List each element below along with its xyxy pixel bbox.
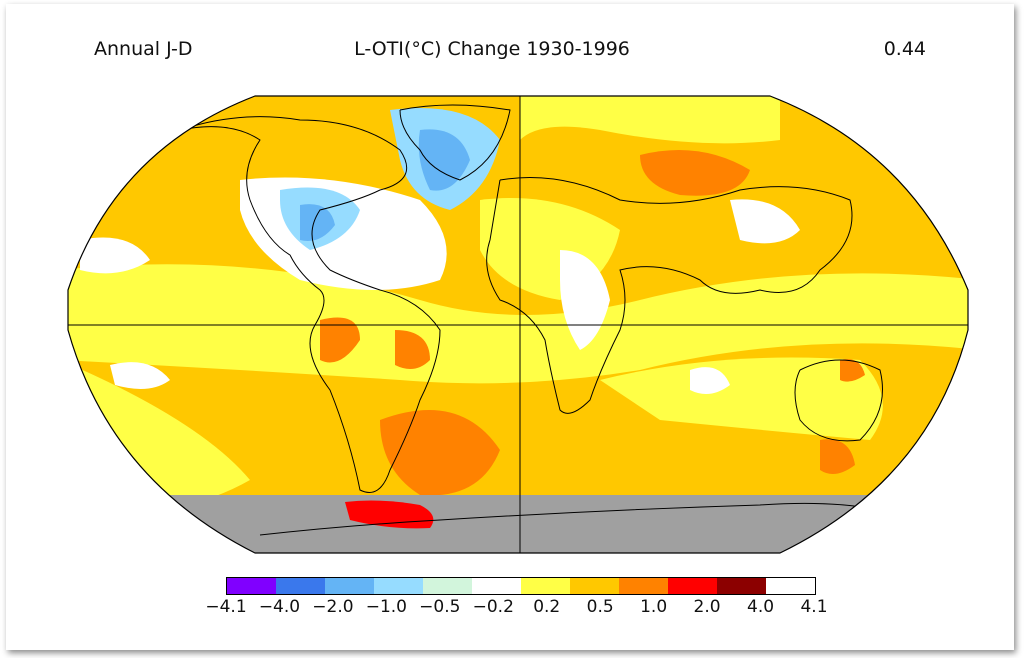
anomaly-white-central-asia <box>730 199 800 244</box>
colorbar-tick-label: 1.0 <box>640 597 668 617</box>
colorbar-swatch <box>374 578 423 594</box>
colorbar-swatch <box>325 578 374 594</box>
colorbar-swatch <box>227 578 276 594</box>
anomaly-white-indian-ocean-spot <box>690 367 730 394</box>
map-title: L-OTI(°C) Change 1930-1996 <box>354 38 630 60</box>
anomaly-orange-south-america-north <box>320 317 360 363</box>
anomaly-blue-labrador <box>300 204 335 241</box>
colorbar-tick-label: 4.1 <box>800 597 828 617</box>
colorbar-tick-label: −0.2 <box>472 597 514 617</box>
anomaly-orange-brazil <box>395 330 430 369</box>
anomaly-orange-australia <box>840 359 865 382</box>
anomaly-white-pacific-spot <box>110 362 170 389</box>
anomaly-white-north-pacific <box>80 237 150 274</box>
colorbar-swatch <box>472 578 521 594</box>
colorbar-swatch <box>570 578 619 594</box>
colorbar-swatch <box>717 578 766 594</box>
colorbar-swatches <box>226 577 816 595</box>
colorbar-swatch <box>423 578 472 594</box>
colorbar-swatch <box>276 578 325 594</box>
colorbar-swatch <box>619 578 668 594</box>
colorbar-tick-label: −0.5 <box>419 597 461 617</box>
colorbar-tick-label: 0.2 <box>533 597 561 617</box>
anomaly-blue-greenland <box>418 129 470 191</box>
anomaly-yellow-indian-ocean <box>600 357 883 440</box>
anomaly-yellow-arctic <box>520 96 780 144</box>
anomaly-orange-tasman <box>820 439 855 474</box>
colorbar-swatch <box>668 578 717 594</box>
colorbar-tick-label: 4.0 <box>747 597 775 617</box>
colorbar-tick-label: −2.0 <box>312 597 354 617</box>
anomaly-orange-south-atlantic <box>380 410 500 496</box>
anomaly-orange-siberia <box>640 150 750 196</box>
colorbar: −4.1 −4.0 −2.0 −1.0 −0.5 −0.2 0.2 0.5 1.0 2.0 4.0 4… <box>205 577 828 619</box>
colorbar-swatch <box>521 578 570 594</box>
colorbar-tick-label: −4.1 <box>205 597 247 617</box>
colorbar-labels: −4.1 −4.0 −2.0 −1.0 −0.5 −0.2 0.2 0.5 1.0 2.0 4.0 4… <box>205 595 828 619</box>
coastlines <box>179 104 883 536</box>
colorbar-tick-label: 2.0 <box>693 597 721 617</box>
map-outline <box>67 95 969 554</box>
colorbar-tick-label: −4.0 <box>258 597 301 617</box>
colorbar-tick-label: 0.5 <box>586 597 614 617</box>
period-label: Annual J-D <box>94 38 193 60</box>
colorbar-tick-label: −1.0 <box>365 597 407 617</box>
global-mean-value: 0.44 <box>883 38 926 60</box>
